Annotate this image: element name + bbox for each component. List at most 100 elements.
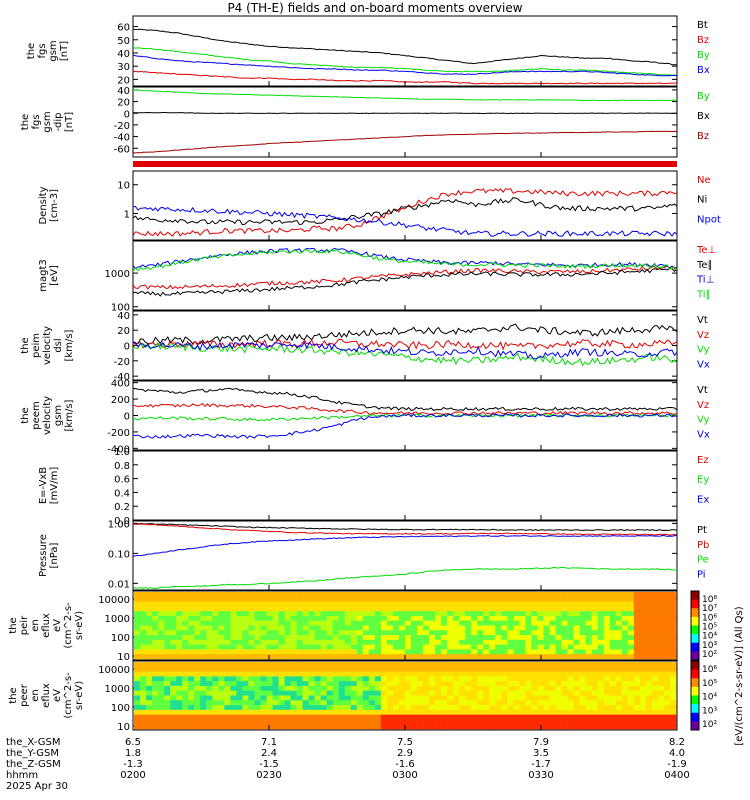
- spectrogram-cell: [146, 635, 153, 641]
- spectrogram-cell: [182, 714, 189, 720]
- spectrogram-cell: [134, 690, 141, 696]
- colorbar-tick-label: 10⁶: [702, 613, 717, 623]
- spectrogram-cell: [579, 662, 586, 668]
- spectrogram-cell: [477, 635, 484, 641]
- spectrogram-cell: [513, 635, 520, 641]
- spectrogram-cell: [140, 625, 147, 631]
- spectrogram-cell: [188, 676, 195, 682]
- spectrogram-cell: [561, 596, 568, 602]
- y-tick-label: 0.2: [114, 502, 130, 513]
- spectrogram-cell: [633, 649, 641, 655]
- spectrogram-cell: [585, 630, 592, 636]
- spectrogram-cell: [158, 681, 165, 687]
- spectrogram-cell: [170, 620, 177, 626]
- spectrogram-cell: [501, 671, 508, 677]
- spectrogram-cell: [537, 662, 544, 668]
- spectrogram-cell: [537, 649, 544, 655]
- spectrogram-cell: [272, 724, 279, 730]
- x-row-value: 0300: [392, 770, 417, 781]
- spectrogram-cell: [176, 654, 183, 660]
- spectrogram-cell: [411, 625, 418, 631]
- spectrogram-cell: [483, 615, 490, 622]
- spectrogram-cell: [555, 676, 562, 682]
- spectrogram-cell: [453, 676, 460, 682]
- spectrogram-cell: [411, 724, 418, 730]
- spectrogram-cell: [260, 695, 267, 701]
- y-axis-label: E=-VxB: [38, 467, 49, 504]
- spectrogram-cell: [483, 649, 490, 655]
- spectrogram-cell: [513, 615, 520, 622]
- spectrogram-cell: [405, 671, 412, 677]
- y-axis-label: [mV/m]: [49, 467, 60, 505]
- spectrogram-cell: [549, 666, 556, 672]
- spectrogram-cell: [170, 671, 177, 677]
- spectrogram-cell: [266, 625, 273, 631]
- spectrogram-cell: [555, 649, 562, 655]
- spectrogram-cell: [200, 592, 207, 598]
- spectrogram-cell: [374, 606, 382, 612]
- spectrogram-cell: [224, 639, 231, 645]
- spectrogram-cell: [507, 681, 514, 687]
- spectrogram-cell: [248, 695, 255, 701]
- y-axis-label: Pressure: [38, 534, 49, 577]
- spectrogram-cell: [398, 625, 406, 631]
- spectrogram-cell: [194, 649, 201, 655]
- spectrogram-cell: [645, 662, 653, 668]
- spectrogram-cell: [332, 690, 340, 696]
- spectrogram-cell: [549, 714, 556, 720]
- spectrogram-cell: [206, 681, 213, 687]
- spectrogram-cell: [212, 671, 219, 677]
- spectrogram-cell: [669, 685, 677, 692]
- spectrogram-cell: [525, 615, 532, 622]
- series-label-By: By: [697, 50, 710, 61]
- spectrogram-cell: [669, 719, 677, 725]
- spectrogram-cell: [411, 662, 418, 668]
- spectrogram-cell: [435, 630, 442, 636]
- series-label-Vt: Vt: [697, 385, 708, 396]
- spectrogram-cell: [374, 695, 382, 701]
- spectrogram-cell: [350, 695, 358, 701]
- spectrogram-cell: [260, 649, 267, 655]
- spectrogram-cell: [272, 666, 279, 672]
- spectrogram-cell: [182, 666, 189, 672]
- spectrogram-cell: [621, 676, 629, 682]
- spectrogram-cell: [621, 705, 629, 711]
- spectrogram-cell: [495, 662, 502, 668]
- spectrogram-cell: [477, 601, 484, 607]
- spectrogram-cell: [350, 620, 358, 626]
- spectrogram-cell: [651, 719, 659, 725]
- spectrogram-cell: [242, 654, 249, 660]
- spectrogram-cell: [429, 615, 436, 622]
- spectrogram-cell: [368, 620, 376, 626]
- spectrogram-cell: [669, 654, 677, 660]
- spectrogram-cell: [140, 635, 147, 641]
- spectrogram-cell: [483, 705, 490, 711]
- spectrogram-cell: [561, 654, 568, 660]
- spectrogram-cell: [218, 666, 225, 672]
- spectrogram-cell: [182, 676, 189, 682]
- spectrogram-cell: [561, 676, 568, 682]
- spectrogram-cell: [489, 644, 496, 650]
- spectrogram-cell: [531, 592, 538, 598]
- spectrogram-cell: [615, 639, 623, 645]
- y-tick-label: 10000: [98, 595, 130, 606]
- spectrogram-cell: [549, 601, 556, 607]
- spectrogram-cell: [230, 676, 237, 682]
- spectrogram-cell: [146, 620, 153, 626]
- spectrogram-cell: [513, 714, 520, 720]
- spectrogram-cell: [182, 620, 189, 626]
- spectrogram-cell: [609, 630, 617, 636]
- spectrogram-cell: [567, 639, 574, 645]
- spectrogram-cell: [368, 695, 376, 701]
- spectrogram-cell: [230, 695, 237, 701]
- spectrogram-cell: [597, 615, 605, 622]
- spectrogram-cell: [338, 611, 346, 617]
- spectrogram-cell: [609, 714, 617, 720]
- spectrogram-cell: [176, 695, 183, 701]
- spectrogram-cell: [603, 592, 611, 598]
- spectrogram-cell: [651, 592, 659, 598]
- spectrogram-cell: [657, 695, 665, 701]
- spectrogram-cell: [669, 649, 677, 655]
- spectrogram-cell: [597, 666, 605, 672]
- spectrogram-cell: [380, 649, 388, 655]
